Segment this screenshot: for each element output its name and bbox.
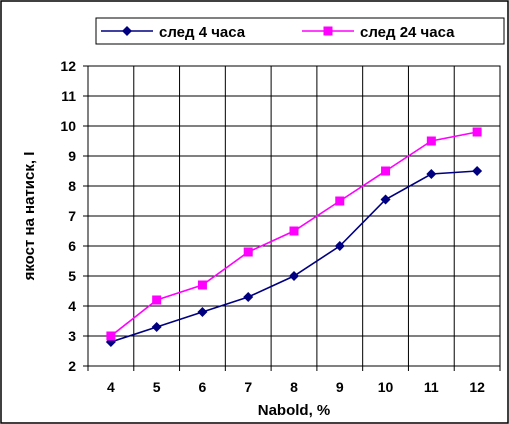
- plot-area: 2 3 4 5 6 7 8 9 10 11 12 4 5 6 7 8 9 10 11 12: [60, 58, 501, 395]
- x-tick-label: 6: [199, 379, 207, 395]
- x-axis-label: Nabold, %: [258, 402, 331, 419]
- x-tick-label: 11: [424, 379, 439, 395]
- gridlines: [88, 66, 500, 366]
- y-tick-label: 9: [68, 148, 76, 164]
- data-point-diamond: [197, 307, 208, 317]
- y-tick-label: 10: [60, 118, 76, 134]
- data-point-square: [243, 247, 253, 257]
- data-point-diamond: [289, 271, 299, 281]
- y-axis-label: якост на натиск, I: [21, 152, 38, 281]
- legend-box: [95, 17, 505, 45]
- data-point-square: [106, 331, 116, 341]
- data-point-diamond: [472, 166, 483, 176]
- y-tick-label: 6: [68, 238, 76, 254]
- x-axis-ticks: 4 5 6 7 8 9 10 11 12: [87, 366, 501, 395]
- series-2: [106, 127, 482, 341]
- x-tick-label: 10: [378, 379, 394, 395]
- legend-marker-series-1: [122, 26, 132, 36]
- legend-label-series-2: след 24 часа: [360, 24, 455, 41]
- legend-item-series-2: след 24 часа: [302, 24, 455, 41]
- x-tick-label: 5: [153, 379, 161, 395]
- series-layer: [105, 127, 483, 347]
- y-axis-ticks: 2 3 4 5 6 7 8 9 10 11 12: [60, 58, 88, 374]
- x-tick-label: 4: [107, 379, 115, 395]
- x-tick-label: 8: [290, 379, 298, 395]
- y-tick-label: 12: [60, 58, 76, 74]
- data-point-square: [197, 280, 207, 290]
- data-point-diamond: [426, 169, 437, 179]
- data-point-square: [381, 166, 391, 176]
- y-tick-label: 11: [61, 88, 76, 104]
- y-tick-label: 3: [68, 328, 76, 344]
- data-point-diamond: [380, 194, 391, 205]
- y-tick-label: 4: [68, 298, 76, 314]
- x-tick-label: 12: [469, 379, 485, 395]
- legend-label-series-1: след 4 часа: [159, 24, 246, 41]
- x-tick-label: 7: [244, 379, 252, 395]
- data-point-diamond: [334, 241, 345, 251]
- y-tick-label: 7: [68, 208, 76, 224]
- data-point-square: [289, 226, 299, 236]
- data-point-square: [335, 196, 345, 206]
- legend: след 4 часа след 24 часа: [95, 17, 505, 45]
- x-tick-label: 9: [336, 379, 344, 395]
- series-1: [105, 166, 483, 347]
- legend-item-series-1: след 4 часа: [101, 24, 246, 41]
- data-point-diamond: [243, 292, 254, 302]
- y-tick-label: 5: [68, 268, 76, 284]
- data-point-diamond: [151, 322, 162, 332]
- y-tick-label: 8: [68, 178, 76, 194]
- data-point-square: [426, 136, 436, 146]
- y-tick-label: 2: [68, 358, 76, 374]
- legend-marker-series-2: [323, 26, 333, 36]
- data-point-square: [152, 295, 162, 305]
- data-point-square: [472, 127, 482, 137]
